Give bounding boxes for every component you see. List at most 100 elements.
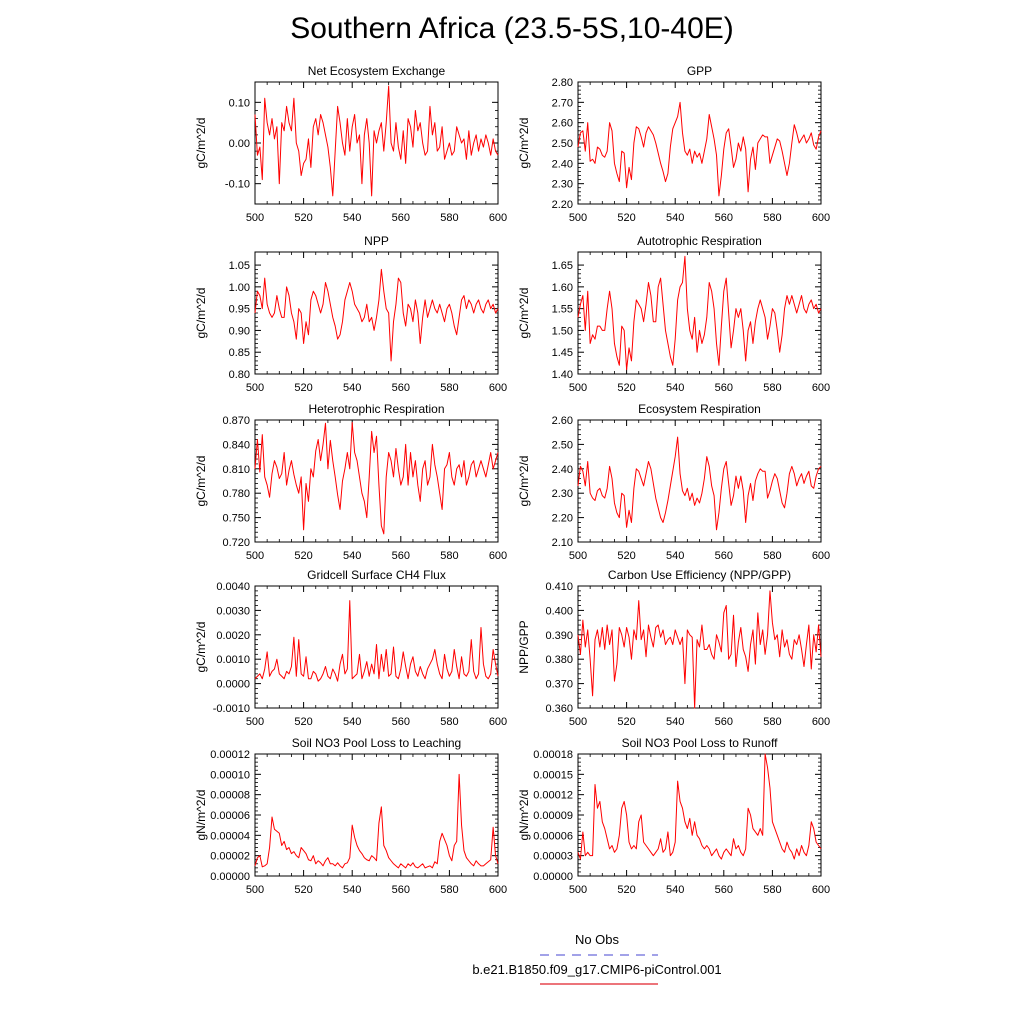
panel-7-ytick-label: 0.0000 bbox=[216, 679, 250, 691]
panel-8-ytick-label: 0.370 bbox=[545, 679, 573, 691]
panel-2-title: GPP bbox=[687, 64, 712, 78]
panel-8-ytick-label: 0.360 bbox=[545, 703, 573, 715]
panel-8-xtick-label: 500 bbox=[569, 716, 587, 728]
panel-4-xtick-label: 560 bbox=[715, 382, 733, 394]
panel-5-xtick-label: 520 bbox=[294, 550, 312, 562]
panel-2-ytick-label: 2.80 bbox=[552, 77, 573, 89]
panel-8-ytick-label: 0.380 bbox=[545, 654, 573, 666]
panel-8-title: Carbon Use Efficiency (NPP/GPP) bbox=[608, 568, 791, 582]
panel-2-xtick-label: 560 bbox=[715, 212, 733, 224]
panel-10-ytick-label: 0.00006 bbox=[533, 830, 573, 842]
panel-2-ytick-label: 2.20 bbox=[552, 199, 573, 211]
panel-5-xtick-label: 500 bbox=[246, 550, 264, 562]
panel-9-xtick-label: 600 bbox=[489, 884, 507, 896]
panel-1-ytick-label: -0.10 bbox=[225, 179, 250, 191]
panel-5-xtick-label: 560 bbox=[392, 550, 410, 562]
panel-2-xtick-label: 600 bbox=[812, 212, 830, 224]
panel-2: GPP gC/m^2/d 500 520 540 560 580 600 2.20 2.30 2.4… bbox=[517, 64, 830, 224]
panel-3-xtick-label: 540 bbox=[343, 382, 361, 394]
panel-6-xtick-label: 500 bbox=[569, 550, 587, 562]
panel-8-ylabel: NPP/GPP bbox=[517, 620, 531, 673]
panel-10-xtick-label: 560 bbox=[715, 884, 733, 896]
panel-6-xtick-label: 580 bbox=[763, 550, 781, 562]
panel-7-ytick-label: 0.0010 bbox=[216, 654, 250, 666]
panel-9-ytick-label: 0.00012 bbox=[210, 749, 250, 761]
panel-6-ytick-label: 2.50 bbox=[552, 439, 573, 451]
panel-7-xtick-label: 600 bbox=[489, 716, 507, 728]
panel-6-ytick-label: 2.40 bbox=[552, 464, 573, 476]
panel-8-ytick-label: 0.410 bbox=[545, 581, 573, 593]
panel-10-ytick-label: 0.00003 bbox=[533, 851, 573, 863]
panel-3-title: NPP bbox=[364, 234, 389, 248]
panel-10-ytick-label: 0.00009 bbox=[533, 810, 573, 822]
panel-4-series-line bbox=[577, 255, 822, 371]
panel-2-ytick-label: 2.50 bbox=[552, 138, 573, 150]
panel-9-xtick-label: 560 bbox=[392, 884, 410, 896]
panel-6-xtick-label: 540 bbox=[666, 550, 684, 562]
panel-5-ytick-label: 0.840 bbox=[222, 439, 250, 451]
panel-8: Carbon Use Efficiency (NPP/GPP) NPP/GPP 50… bbox=[517, 568, 830, 728]
panel-3-ytick-label: 0.90 bbox=[229, 325, 250, 337]
panel-1-xtick-label: 560 bbox=[392, 212, 410, 224]
panel-10-xtick-label: 500 bbox=[569, 884, 587, 896]
panel-9-ytick-label: 0.00000 bbox=[210, 871, 250, 883]
panel-2-frame bbox=[577, 81, 822, 205]
panel-7-ytick-label: 0.0030 bbox=[216, 605, 250, 617]
panel-1-ytick-label: 0.00 bbox=[229, 138, 250, 150]
panel-4: Autotrophic Respiration gC/m^2/d 500 520 540… bbox=[517, 234, 830, 394]
panel-6-series-line bbox=[577, 436, 822, 531]
panel-4-ytick-label: 1.60 bbox=[552, 282, 573, 294]
panel-2-xtick-label: 500 bbox=[569, 212, 587, 224]
panel-9-ytick-label: 0.00008 bbox=[210, 790, 250, 802]
panel-5-xtick-label: 540 bbox=[343, 550, 361, 562]
panel-7-ytick-label: -0.0010 bbox=[213, 703, 250, 715]
panel-8-xtick-label: 520 bbox=[617, 716, 635, 728]
panel-6-title: Ecosystem Respiration bbox=[638, 402, 761, 416]
panel-3-series-line bbox=[254, 268, 499, 362]
panel-9-ytick-label: 0.00006 bbox=[210, 810, 250, 822]
panel-5-ytick-label: 0.870 bbox=[222, 415, 250, 427]
panel-2-xtick-label: 580 bbox=[763, 212, 781, 224]
panel-7-series-line bbox=[254, 600, 499, 682]
panel-4-ytick-label: 1.45 bbox=[552, 347, 573, 359]
panel-10-title: Soil NO3 Pool Loss to Runoff bbox=[622, 736, 779, 750]
panel-3-xtick-label: 580 bbox=[440, 382, 458, 394]
panel-4-xtick-label: 500 bbox=[569, 382, 587, 394]
panel-3: NPP gC/m^2/d 500 520 540 560 580 600 0.80 0.85 0.9… bbox=[194, 234, 507, 394]
panel-10-xtick-label: 600 bbox=[812, 884, 830, 896]
panel-4-ytick-label: 1.40 bbox=[552, 369, 573, 381]
panel-9-xtick-label: 540 bbox=[343, 884, 361, 896]
panel-9-xtick-label: 520 bbox=[294, 884, 312, 896]
panel-3-ytick-label: 0.85 bbox=[229, 347, 250, 359]
panel-1-xtick-label: 540 bbox=[343, 212, 361, 224]
panel-7-xtick-label: 560 bbox=[392, 716, 410, 728]
panel-8-series-line bbox=[577, 590, 822, 709]
panel-3-ytick-label: 0.80 bbox=[229, 369, 250, 381]
page-title: Southern Africa (23.5-5S,10-40E) bbox=[290, 12, 734, 45]
panel-5-title: Heterotrophic Respiration bbox=[308, 402, 444, 416]
panel-3-ytick-label: 1.00 bbox=[229, 282, 250, 294]
panel-9-ytick-label: 0.00004 bbox=[210, 830, 250, 842]
panel-1-xtick-label: 580 bbox=[440, 212, 458, 224]
panel-5-xtick-label: 600 bbox=[489, 550, 507, 562]
panel-4-xtick-label: 600 bbox=[812, 382, 830, 394]
panel-6-frame bbox=[577, 419, 822, 543]
panel-9-series-line bbox=[254, 773, 499, 869]
panel-7: Gridcell Surface CH4 Flux gC/m^2/d 500 520 5… bbox=[194, 568, 507, 728]
panel-7-xtick-label: 580 bbox=[440, 716, 458, 728]
panel-5-ytick-label: 0.810 bbox=[222, 464, 250, 476]
panel-6-ytick-label: 2.10 bbox=[552, 537, 573, 549]
panel-5-ylabel: gC/m^2/d bbox=[194, 456, 208, 507]
panel-4-ytick-label: 1.50 bbox=[552, 325, 573, 337]
panel-3-ytick-label: 0.95 bbox=[229, 304, 250, 316]
panel-10-ytick-label: 0.00018 bbox=[533, 749, 573, 761]
panel-8-xtick-label: 560 bbox=[715, 716, 733, 728]
panel-2-ytick-label: 2.30 bbox=[552, 179, 573, 191]
panel-1-ylabel: gC/m^2/d bbox=[194, 118, 208, 169]
panel-2-xtick-label: 520 bbox=[617, 212, 635, 224]
panel-10-ytick-label: 0.00015 bbox=[533, 769, 573, 781]
panel-9-ylabel: gN/m^2/d bbox=[194, 790, 208, 841]
panel-8-xtick-label: 600 bbox=[812, 716, 830, 728]
panel-4-xtick-label: 580 bbox=[763, 382, 781, 394]
